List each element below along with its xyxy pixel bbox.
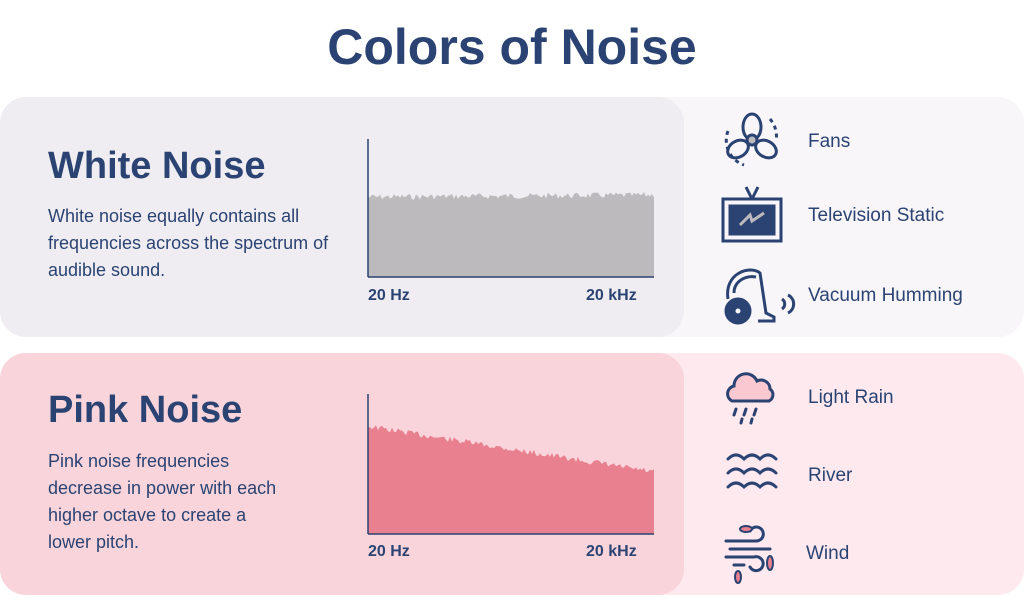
x-tick-end: 20 kHz [586, 543, 637, 560]
example-river: River [720, 445, 1020, 505]
white-info-panel: White Noise White noise equally contains… [0, 97, 684, 337]
example-television-static: Television Static [720, 185, 1020, 245]
example-label: Fans [808, 131, 851, 152]
example-label: Television Static [808, 205, 945, 226]
wind-icon [724, 525, 774, 584]
tv-icon [721, 186, 783, 243]
white-spectrum-area [368, 192, 654, 277]
example-label: Vacuum Humming [808, 285, 963, 306]
fan-icon [724, 112, 778, 167]
pink-noise-spectrum [367, 394, 654, 535]
page-title: Colors of Noise [327, 19, 697, 75]
vacuum-icon [724, 268, 796, 325]
example-wind: Wind [720, 521, 1020, 584]
pink-noise-card: Pink Noise Pink noise frequencies decrea… [0, 353, 1024, 595]
x-tick-end: 20 kHz [586, 287, 637, 304]
x-tick-start: 20 Hz [368, 287, 410, 304]
white-noise-card: White Noise White noise equally contains… [0, 97, 1024, 337]
pink-noise-title: Pink Noise [48, 389, 243, 431]
pink-info-panel: Pink Noise Pink noise frequencies decrea… [0, 353, 684, 595]
white-noise-title: White Noise [48, 145, 266, 187]
white-noise-description: White noise equally contains all frequen… [48, 206, 329, 280]
example-vacuum-humming: Vacuum Humming [720, 263, 1020, 325]
white-noise-spectrum [367, 139, 654, 278]
example-fans: Fans [720, 111, 1020, 171]
waves-icon [726, 453, 778, 490]
example-label: River [808, 465, 853, 486]
pink-noise-description: Pink noise frequencies decrease in power… [48, 451, 277, 552]
example-label: Light Rain [808, 387, 894, 408]
rain-cloud-icon [726, 372, 775, 425]
x-tick-start: 20 Hz [368, 543, 410, 560]
pink-spectrum-area [368, 425, 654, 534]
example-label: Wind [806, 543, 850, 564]
example-light-rain: Light Rain [720, 367, 1020, 427]
